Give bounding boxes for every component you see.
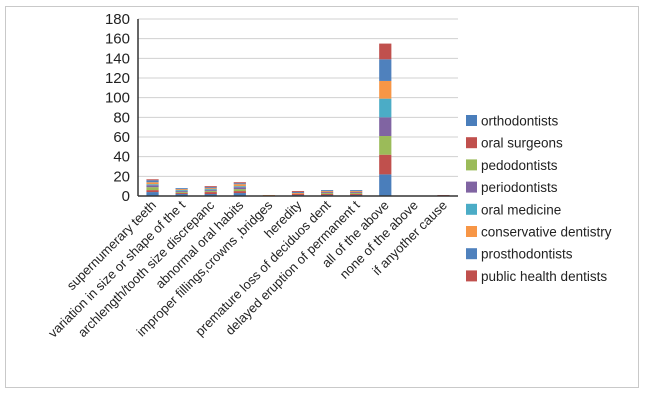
- bar-segment: [146, 185, 159, 188]
- legend-label: prosthodontists: [481, 247, 573, 262]
- bar-segment: [204, 194, 217, 196]
- legend-swatch: [466, 181, 477, 193]
- bar-segment: [146, 182, 159, 185]
- bar-segment: [175, 189, 188, 191]
- bar-segment: [146, 192, 159, 196]
- bar-segment: [291, 191, 305, 193]
- legend-item: prosthodontists: [466, 247, 573, 262]
- bar-segment: [379, 154, 392, 175]
- bar-segment: [175, 192, 188, 194]
- bar-segment: [350, 194, 363, 196]
- gridlines: [138, 18, 458, 177]
- bar-segment: [175, 190, 188, 192]
- y-tick-label: 160: [105, 31, 130, 48]
- bar-segment: [233, 193, 246, 196]
- legend-item: pedodontists: [466, 158, 558, 173]
- bars: [146, 43, 450, 196]
- bar-segment: [146, 190, 159, 193]
- bar-segment: [320, 191, 334, 193]
- y-tick-labels: 0 20 40 60 80 100 120 140 160 180: [105, 11, 130, 205]
- chart-frame: [5, 6, 639, 388]
- bar-segment: [320, 193, 334, 195]
- bar-segment: [233, 186, 246, 188]
- bar-segment: [379, 80, 392, 99]
- bar-segment: [320, 190, 334, 192]
- legend-label: public health dentists: [481, 269, 607, 284]
- bar-segment: [379, 117, 392, 137]
- legend-swatch: [466, 226, 477, 237]
- bar-segment: [350, 190, 363, 192]
- y-tick-label: 0: [122, 188, 130, 205]
- legend-label: conservative dentistry: [481, 225, 612, 240]
- legend-item: oral medicine: [466, 202, 561, 217]
- bar-segment: [204, 191, 217, 193]
- bar-segment: [204, 192, 217, 195]
- bar-segment: [146, 187, 159, 191]
- y-tick-label: 60: [113, 129, 130, 146]
- legend-label: orthodontists: [481, 114, 559, 129]
- y-tick-label: 80: [113, 109, 130, 126]
- bar-segment: [146, 179, 159, 181]
- bar-segment: [350, 192, 363, 194]
- legend-swatch: [466, 159, 477, 171]
- bar-segment: [379, 174, 392, 196]
- legend-item: oral surgeons: [466, 136, 563, 151]
- y-tick-label: 100: [105, 90, 130, 107]
- legend-item: conservative dentistry: [466, 225, 612, 240]
- bar-segment: [204, 190, 217, 192]
- y-tick-label: 140: [105, 50, 130, 67]
- bar-segment: [175, 191, 188, 193]
- bar-segment: [379, 136, 392, 155]
- bar-segment: [204, 188, 217, 190]
- legend-label: pedodontists: [481, 158, 558, 173]
- legend-item: orthodontists: [466, 114, 559, 129]
- y-tick-label: 40: [113, 149, 130, 166]
- bar-segment: [379, 43, 392, 60]
- legend-item: periodontists: [466, 180, 558, 195]
- bar-segment: [204, 189, 217, 191]
- bar-segment: [233, 189, 246, 192]
- legend-swatch: [466, 137, 477, 149]
- bar-segment: [233, 187, 246, 190]
- bar-segment: [175, 193, 188, 195]
- bar-segment: [320, 192, 334, 194]
- bar-segment: [350, 191, 363, 193]
- bar-segment: [233, 183, 246, 185]
- bar-segment: [379, 98, 392, 118]
- y-tick-label: 180: [105, 11, 130, 28]
- legend: orthodontists oral surgeons pedodontists pe…: [466, 114, 612, 284]
- bar-segment: [291, 193, 305, 195]
- y-tick-label: 120: [105, 70, 130, 87]
- bar-segment: [146, 184, 159, 186]
- bar-segment: [146, 180, 159, 183]
- bar-segment: [350, 193, 363, 195]
- bar-segment: [233, 191, 246, 194]
- bar-segment: [204, 186, 217, 188]
- y-tick-label: 20: [113, 168, 130, 185]
- legend-swatch: [466, 270, 477, 282]
- legend-item: public health dentists: [466, 269, 607, 284]
- legend-swatch: [466, 115, 477, 126]
- bar-segment: [320, 194, 334, 196]
- legend-swatch: [466, 203, 477, 215]
- bar-segment: [233, 184, 246, 187]
- bar-segment: [291, 194, 305, 196]
- legend-label: periodontists: [481, 180, 558, 195]
- bar-segment: [379, 59, 392, 81]
- bar-segment: [204, 187, 217, 189]
- legend-label: oral surgeons: [481, 136, 563, 151]
- legend-label: oral medicine: [481, 202, 561, 217]
- legend-swatch: [466, 248, 477, 260]
- bar-segment: [233, 182, 246, 184]
- bar-segment: [175, 194, 188, 196]
- axes: [137, 19, 458, 197]
- bar-segment: [175, 188, 188, 190]
- bar-segment: [291, 192, 305, 194]
